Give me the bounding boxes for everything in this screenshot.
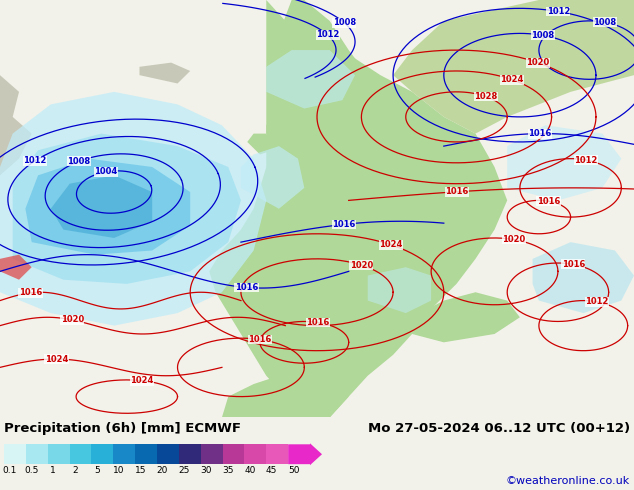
Polygon shape bbox=[241, 146, 304, 209]
Bar bbox=[179, 444, 201, 464]
Text: 0.1: 0.1 bbox=[3, 466, 16, 475]
Polygon shape bbox=[393, 0, 634, 134]
Text: 1020: 1020 bbox=[502, 235, 526, 244]
Text: 1020: 1020 bbox=[61, 316, 84, 324]
Text: 1020: 1020 bbox=[350, 261, 373, 270]
Text: 1024: 1024 bbox=[379, 240, 403, 249]
Text: Precipitation (6h) [mm] ECMWF: Precipitation (6h) [mm] ECMWF bbox=[4, 422, 241, 436]
Polygon shape bbox=[25, 159, 190, 255]
Text: 35: 35 bbox=[223, 466, 234, 475]
Text: 1016: 1016 bbox=[235, 283, 258, 292]
Bar bbox=[266, 444, 288, 464]
Text: 1020: 1020 bbox=[526, 58, 550, 67]
Text: 1024: 1024 bbox=[500, 75, 524, 84]
Polygon shape bbox=[266, 50, 355, 109]
Bar bbox=[48, 444, 70, 464]
Polygon shape bbox=[139, 63, 190, 83]
Text: 1024: 1024 bbox=[45, 355, 68, 364]
Text: 1: 1 bbox=[50, 466, 56, 475]
Text: 20: 20 bbox=[157, 466, 168, 475]
Bar bbox=[223, 444, 245, 464]
Text: 1012: 1012 bbox=[585, 297, 609, 306]
Polygon shape bbox=[533, 242, 634, 313]
Text: 1008: 1008 bbox=[333, 18, 356, 27]
Polygon shape bbox=[279, 0, 380, 134]
Bar bbox=[91, 444, 113, 464]
Text: 1016: 1016 bbox=[537, 196, 560, 206]
Text: 1016: 1016 bbox=[19, 288, 42, 297]
Polygon shape bbox=[412, 292, 520, 343]
Text: 1012: 1012 bbox=[23, 156, 46, 166]
FancyArrow shape bbox=[288, 443, 322, 465]
Bar bbox=[201, 444, 223, 464]
Polygon shape bbox=[0, 75, 32, 175]
Text: 1024: 1024 bbox=[131, 376, 154, 385]
Text: 1008: 1008 bbox=[593, 18, 616, 27]
Text: 1016: 1016 bbox=[249, 335, 272, 344]
Polygon shape bbox=[222, 368, 349, 417]
Polygon shape bbox=[0, 92, 266, 326]
Text: 1016: 1016 bbox=[332, 220, 355, 229]
Text: 1012: 1012 bbox=[316, 30, 339, 39]
Text: 1008: 1008 bbox=[531, 31, 555, 40]
Bar bbox=[135, 444, 157, 464]
Polygon shape bbox=[507, 125, 621, 200]
Polygon shape bbox=[13, 134, 241, 284]
Text: 1028: 1028 bbox=[474, 92, 498, 101]
Text: 0.5: 0.5 bbox=[24, 466, 39, 475]
Text: 1012: 1012 bbox=[574, 155, 598, 165]
Text: 1016: 1016 bbox=[445, 187, 469, 196]
Text: 25: 25 bbox=[179, 466, 190, 475]
Polygon shape bbox=[51, 175, 152, 238]
Text: 1004: 1004 bbox=[94, 168, 117, 176]
Polygon shape bbox=[247, 134, 273, 154]
Text: 1012: 1012 bbox=[547, 7, 570, 16]
Text: 1016: 1016 bbox=[306, 318, 330, 327]
Polygon shape bbox=[0, 255, 32, 280]
Text: ©weatheronline.co.uk: ©weatheronline.co.uk bbox=[506, 476, 630, 486]
Text: 2: 2 bbox=[72, 466, 78, 475]
Text: 10: 10 bbox=[113, 466, 124, 475]
Polygon shape bbox=[266, 117, 304, 159]
Bar bbox=[245, 444, 266, 464]
Bar bbox=[4, 444, 26, 464]
Bar bbox=[70, 444, 91, 464]
Text: Mo 27-05-2024 06..12 UTC (00+12): Mo 27-05-2024 06..12 UTC (00+12) bbox=[368, 422, 630, 436]
Bar bbox=[26, 444, 48, 464]
Text: 40: 40 bbox=[244, 466, 256, 475]
Text: 45: 45 bbox=[266, 466, 278, 475]
Polygon shape bbox=[368, 267, 431, 313]
Text: 1016: 1016 bbox=[562, 260, 585, 269]
Bar bbox=[113, 444, 135, 464]
Text: 30: 30 bbox=[200, 466, 212, 475]
Polygon shape bbox=[209, 0, 507, 417]
Text: 15: 15 bbox=[135, 466, 146, 475]
Text: 50: 50 bbox=[288, 466, 299, 475]
Bar bbox=[157, 444, 179, 464]
Text: 5: 5 bbox=[94, 466, 100, 475]
Text: 1016: 1016 bbox=[528, 129, 552, 138]
Text: 1008: 1008 bbox=[67, 157, 90, 166]
